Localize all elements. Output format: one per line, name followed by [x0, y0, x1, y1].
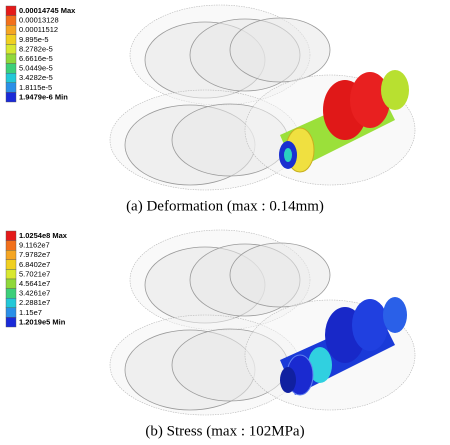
shaft-stress — [280, 297, 407, 396]
legend-label: 2.2881e7 — [19, 298, 50, 307]
model-a — [109, 4, 416, 191]
legend-label: 1.2019e5 Min — [19, 317, 66, 326]
legend-swatch — [5, 240, 17, 251]
legend-label: 9.1162e7 — [19, 241, 50, 250]
legend-label: 4.5641e7 — [19, 279, 50, 288]
legend-frame — [4, 4, 94, 104]
legend-swatch — [5, 63, 17, 74]
legend-swatch — [5, 72, 17, 83]
caption: (b) Stress (max : 102MPa) — [145, 423, 304, 439]
legend-label: 1.8115e-5 — [19, 83, 52, 92]
legend-label: 5.0449e-5 — [19, 64, 53, 73]
caption: (a) Deformation (max : 0.14mm) — [126, 198, 324, 214]
legend-label: 1.9479e-6 Min — [19, 92, 68, 101]
legend-swatch — [5, 5, 17, 16]
legend-swatch — [5, 298, 17, 309]
legend-label: 3.4282e-5 — [19, 73, 53, 82]
legend-label: 1.15e7 — [19, 308, 42, 317]
legend-label: 1.0254e8 Max — [19, 231, 68, 240]
legend-label: 7.9782e7 — [19, 250, 50, 259]
legend-swatch — [5, 249, 17, 260]
legend-swatch — [5, 44, 17, 55]
legend-swatch — [5, 259, 17, 270]
legend-swatch — [5, 82, 17, 93]
legend-swatch — [5, 278, 17, 289]
legend-swatch — [5, 25, 17, 36]
legend-label: 9.895e-5 — [19, 35, 49, 44]
legend-label: 6.8402e7 — [19, 260, 50, 269]
legend-swatch — [5, 288, 17, 299]
legend-label: 0.00014745 Max — [19, 6, 76, 15]
model-b — [109, 229, 416, 416]
shaft-deformation — [279, 70, 409, 173]
legend-swatch — [5, 53, 17, 64]
legend-swatch — [5, 92, 17, 103]
legend-swatch — [5, 230, 17, 241]
legend-swatch — [5, 307, 17, 318]
legend-label: 0.00013128 — [19, 16, 59, 25]
legend-swatch — [5, 15, 17, 26]
legend-swatch — [5, 34, 17, 45]
legend-label: 0.00011512 — [19, 25, 58, 34]
legend-label: 8.2782e-5 — [19, 44, 53, 53]
legend-label: 6.6616e-5 — [19, 54, 53, 63]
legend-swatch — [5, 269, 17, 280]
legend-label: 3.4261e7 — [19, 289, 50, 298]
legend-swatch — [5, 317, 17, 328]
legend-label: 5.7021e7 — [19, 269, 50, 278]
legend-frame — [4, 229, 94, 329]
